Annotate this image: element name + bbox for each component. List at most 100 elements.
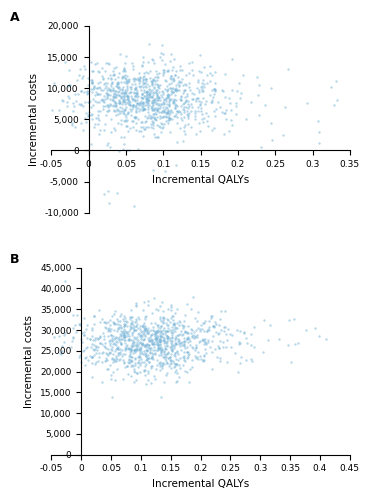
Point (99, 72, 105, 80)
Point (173, 356, 179, 364)
Point (129, 102, 135, 110)
Point (200, 78, 206, 86)
Point (134, 344, 140, 351)
Point (145, 376, 151, 384)
Point (126, 335, 132, 343)
Point (171, 56, 177, 64)
Point (183, 80, 188, 88)
Point (111, 310, 117, 318)
Point (145, 354, 151, 362)
Point (140, 99, 146, 107)
Point (124, 117, 129, 125)
Point (89, 79, 95, 87)
Point (135, 104, 141, 112)
Point (148, 330, 154, 338)
Point (130, 348, 136, 356)
Point (109, 332, 115, 340)
Point (106, 86, 112, 94)
Point (145, 69, 151, 77)
Point (182, 312, 188, 320)
Point (138, 327, 144, 335)
Point (145, 58, 151, 66)
Point (161, 68, 167, 76)
Point (131, 76, 137, 84)
Point (157, 335, 163, 343)
Point (140, 350, 146, 358)
Point (79, 338, 85, 346)
Point (140, 323, 146, 331)
Point (141, 319, 147, 327)
Point (144, 346, 150, 354)
Point (174, 106, 180, 114)
Point (156, 108, 162, 116)
Point (197, 338, 203, 345)
Point (169, 66, 175, 74)
Point (119, 335, 125, 343)
Point (132, 368, 138, 376)
Point (210, 322, 216, 330)
Point (185, 334, 191, 342)
Point (120, 108, 126, 116)
Point (125, 327, 131, 335)
Point (127, 82, 133, 90)
Point (232, 350, 238, 358)
Point (126, 97, 132, 105)
Point (109, 392, 115, 400)
Point (121, 312, 127, 320)
Point (91, 346, 97, 354)
Point (147, 348, 152, 356)
Point (155, 344, 161, 352)
Point (148, 354, 154, 362)
Point (174, 102, 180, 110)
Point (323, 334, 329, 342)
Point (138, 102, 144, 110)
Point (117, 330, 123, 338)
Point (111, 334, 117, 342)
Point (140, 98, 146, 106)
Point (141, 326, 147, 334)
Point (157, 337, 162, 345)
Point (81, 62, 87, 70)
Point (96, 349, 102, 357)
Point (124, 98, 130, 106)
Point (124, 317, 129, 325)
Point (185, 354, 191, 362)
Point (131, 74, 137, 82)
Point (186, 336, 192, 344)
Point (127, 322, 133, 330)
Point (139, 62, 145, 70)
Point (316, 128, 322, 136)
Point (152, 320, 158, 328)
Point (174, 377, 180, 385)
Point (105, 346, 111, 354)
Point (164, 100, 170, 108)
Point (201, 114, 207, 122)
Point (159, 120, 165, 128)
Point (165, 306, 171, 314)
Point (226, 127, 232, 135)
Point (125, 92, 131, 100)
Point (97, 78, 103, 86)
Point (151, 98, 157, 106)
Point (213, 105, 219, 113)
Point (167, 106, 173, 114)
Point (141, 336, 147, 344)
Point (138, 336, 144, 344)
Point (216, 320, 221, 328)
Point (171, 112, 177, 120)
Point (114, 92, 119, 100)
Point (105, 318, 111, 326)
Point (137, 354, 143, 362)
Point (170, 98, 176, 106)
Point (125, 78, 131, 86)
Point (92, 360, 98, 368)
Point (181, 367, 187, 375)
Point (145, 300, 151, 308)
Point (111, 92, 117, 100)
Point (92, 336, 98, 344)
Point (173, 340, 179, 348)
Point (164, 350, 170, 358)
Point (174, 369, 180, 377)
Point (168, 50, 174, 58)
Point (98, 86, 104, 94)
